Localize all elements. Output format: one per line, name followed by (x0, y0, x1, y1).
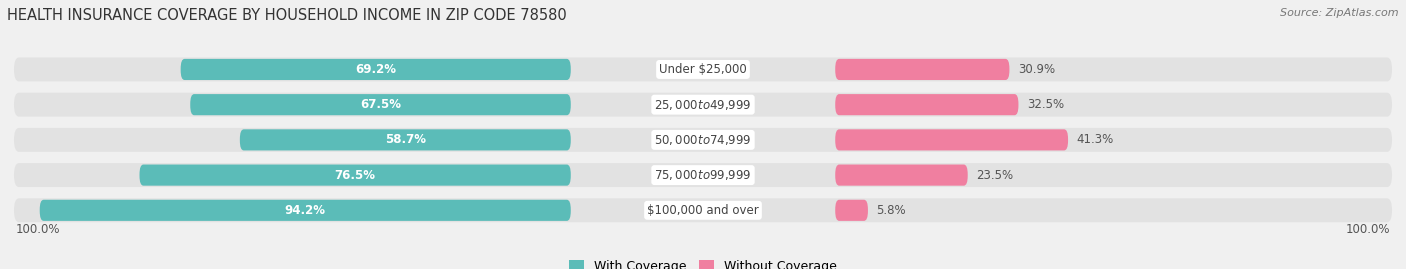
Text: $50,000 to $74,999: $50,000 to $74,999 (654, 133, 752, 147)
Text: 5.8%: 5.8% (876, 204, 905, 217)
Text: 58.7%: 58.7% (385, 133, 426, 146)
FancyBboxPatch shape (139, 165, 571, 186)
FancyBboxPatch shape (240, 129, 571, 150)
FancyBboxPatch shape (39, 200, 571, 221)
Text: Source: ZipAtlas.com: Source: ZipAtlas.com (1281, 8, 1399, 18)
FancyBboxPatch shape (835, 94, 1018, 115)
Text: $75,000 to $99,999: $75,000 to $99,999 (654, 168, 752, 182)
Text: 100.0%: 100.0% (1346, 223, 1391, 236)
FancyBboxPatch shape (14, 58, 1392, 82)
Text: 67.5%: 67.5% (360, 98, 401, 111)
FancyBboxPatch shape (14, 128, 1392, 152)
Text: 100.0%: 100.0% (15, 223, 60, 236)
FancyBboxPatch shape (14, 163, 1392, 187)
FancyBboxPatch shape (14, 198, 1392, 222)
Text: 69.2%: 69.2% (356, 63, 396, 76)
Text: 30.9%: 30.9% (1018, 63, 1054, 76)
FancyBboxPatch shape (835, 200, 868, 221)
Text: Under $25,000: Under $25,000 (659, 63, 747, 76)
Text: 32.5%: 32.5% (1026, 98, 1064, 111)
FancyBboxPatch shape (835, 165, 967, 186)
Text: HEALTH INSURANCE COVERAGE BY HOUSEHOLD INCOME IN ZIP CODE 78580: HEALTH INSURANCE COVERAGE BY HOUSEHOLD I… (7, 8, 567, 23)
Text: 94.2%: 94.2% (285, 204, 326, 217)
Text: 76.5%: 76.5% (335, 169, 375, 182)
FancyBboxPatch shape (835, 129, 1069, 150)
FancyBboxPatch shape (14, 93, 1392, 117)
FancyBboxPatch shape (190, 94, 571, 115)
FancyBboxPatch shape (180, 59, 571, 80)
Text: $100,000 and over: $100,000 and over (647, 204, 759, 217)
FancyBboxPatch shape (835, 59, 1010, 80)
Text: 41.3%: 41.3% (1077, 133, 1114, 146)
Text: 23.5%: 23.5% (976, 169, 1014, 182)
Text: $25,000 to $49,999: $25,000 to $49,999 (654, 98, 752, 112)
Legend: With Coverage, Without Coverage: With Coverage, Without Coverage (569, 260, 837, 269)
